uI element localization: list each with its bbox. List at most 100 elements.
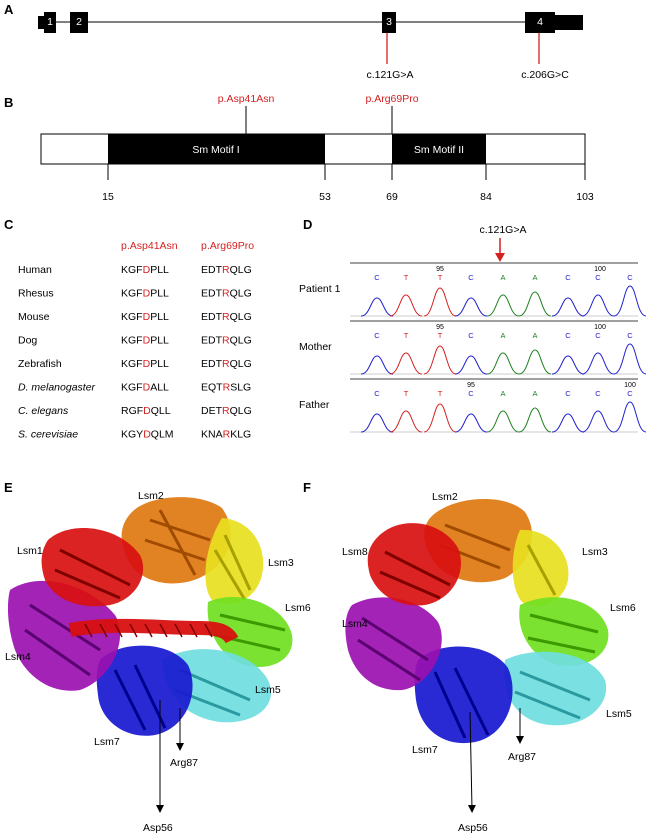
lsm3-subunit bbox=[205, 518, 264, 604]
mutated-residue: R bbox=[223, 429, 231, 441]
exon-4 bbox=[525, 12, 555, 33]
mutated-residue: R bbox=[222, 311, 230, 323]
panel-letter-c: C bbox=[4, 217, 14, 232]
f-label-asp56: Asp56 bbox=[458, 822, 488, 834]
residue-segment: EDT bbox=[201, 264, 223, 276]
exon-2 bbox=[70, 12, 88, 33]
base-call: C bbox=[627, 389, 633, 398]
e-label-lsm5: Lsm5 bbox=[255, 684, 281, 696]
exon-1-label: 1 bbox=[47, 16, 53, 28]
chromatogram-track-label: Father bbox=[299, 399, 330, 411]
species-label: D. melanogaster bbox=[18, 382, 96, 394]
residue-segment: KNA bbox=[201, 429, 223, 441]
residue-segment: ALL bbox=[150, 382, 169, 394]
chromatogram-peak bbox=[613, 401, 647, 433]
base-call: A bbox=[532, 331, 537, 340]
chromatogram-peak bbox=[423, 345, 457, 375]
residue-segment: EDT bbox=[201, 335, 223, 347]
position-100: 100 bbox=[594, 324, 606, 331]
species-label: Rhesus bbox=[18, 288, 54, 300]
lsm3-strands bbox=[213, 534, 252, 601]
e-label-lsm4: Lsm4 bbox=[5, 651, 31, 663]
residue-segment: QLG bbox=[230, 288, 252, 300]
f-lsm3-strands bbox=[526, 544, 557, 596]
base-call: A bbox=[532, 389, 537, 398]
mutated-residue: D bbox=[143, 405, 151, 417]
tick-label-84: 84 bbox=[480, 191, 492, 203]
f-lsm5-strands bbox=[514, 670, 591, 720]
residue-segment: KGY bbox=[121, 429, 143, 441]
alignment-header-2: p.Arg69Pro bbox=[201, 240, 254, 252]
base-call: C bbox=[468, 389, 474, 398]
base-call: T bbox=[438, 389, 443, 398]
chromatogram-peak bbox=[454, 355, 488, 375]
mutated-residue: D bbox=[143, 429, 151, 441]
exon-2-label: 2 bbox=[76, 16, 82, 28]
mutated-residue: R bbox=[222, 288, 230, 300]
lsm4-strands bbox=[24, 603, 101, 677]
exon-4-label: 4 bbox=[537, 16, 543, 28]
e-label-lsm3: Lsm3 bbox=[268, 557, 294, 569]
position-100: 100 bbox=[624, 382, 636, 389]
lsm1-strands bbox=[54, 548, 131, 600]
f-asp56-arrow-icon bbox=[467, 711, 476, 813]
panel-letter-d: D bbox=[303, 217, 312, 232]
variant-2-label: c.206G>C bbox=[521, 69, 569, 81]
mutated-residue: D bbox=[143, 335, 151, 347]
mutation-1-label: p.Asp41Asn bbox=[218, 93, 275, 105]
residue-segment: PLL bbox=[150, 311, 169, 323]
residue-segment: SLG bbox=[230, 382, 251, 394]
panel-e: E Lsm2 Lsm1 bbox=[4, 480, 311, 834]
mutated-residue: D bbox=[143, 288, 151, 300]
base-call: A bbox=[500, 273, 505, 282]
base-call: C bbox=[468, 273, 474, 282]
base-call: T bbox=[404, 389, 409, 398]
f-label-lsm5: Lsm5 bbox=[606, 708, 632, 720]
sm-motif-1-label: Sm Motif I bbox=[192, 144, 239, 156]
residue-segment: KGF bbox=[121, 311, 143, 323]
mutated-residue: R bbox=[222, 358, 230, 370]
chromatogram-peak bbox=[389, 294, 423, 317]
sequence-s1: KGFDPLL bbox=[121, 358, 169, 370]
f-lsm6-strands bbox=[527, 613, 599, 654]
base-call: T bbox=[438, 331, 443, 340]
sequence-s1: KGFDPLL bbox=[121, 335, 169, 347]
variant-1-label: c.121G>A bbox=[367, 69, 414, 81]
base-call: C bbox=[468, 331, 474, 340]
base-call: C bbox=[627, 273, 633, 282]
residue-segment: RGF bbox=[121, 405, 143, 417]
f-lsm8-strands bbox=[379, 550, 451, 600]
f-label-lsm4: Lsm4 bbox=[342, 618, 368, 630]
base-call: A bbox=[500, 331, 505, 340]
mutated-residue: R bbox=[222, 405, 230, 417]
residue-segment: KLG bbox=[230, 429, 251, 441]
e-label-arg87: Arg87 bbox=[170, 757, 198, 769]
f-label-lsm6: Lsm6 bbox=[610, 602, 636, 614]
tick-label-15: 15 bbox=[102, 191, 114, 203]
chromatogram-peak bbox=[581, 410, 615, 433]
chromatogram-track-label: Patient 1 bbox=[299, 283, 341, 295]
panel-c: C p.Asp41Asn p.Arg69Pro Human KGFDPLL EDTR… bbox=[4, 217, 254, 441]
base-call: C bbox=[374, 273, 380, 282]
position-95: 95 bbox=[436, 324, 444, 331]
chromatogram-track-label: Mother bbox=[299, 341, 332, 353]
sequence-s1: KGFDPLL bbox=[121, 264, 169, 276]
mutated-residue: R bbox=[222, 335, 230, 347]
chromatogram-peak bbox=[581, 294, 615, 317]
residue-segment: EDT bbox=[201, 311, 223, 323]
sequence-s2: EDTRQLG bbox=[201, 288, 252, 300]
base-call: T bbox=[438, 273, 443, 282]
mutated-residue: D bbox=[143, 264, 151, 276]
chromatogram-peak bbox=[551, 297, 585, 317]
panel-b: B p.Asp41Asn p.Arg69Pro Sm Motif I Sm Mo… bbox=[4, 93, 594, 203]
residue-segment: KGF bbox=[121, 264, 143, 276]
panel-letter-f: F bbox=[303, 480, 311, 495]
mutated-residue: D bbox=[143, 358, 151, 370]
chromatogram-peak bbox=[454, 413, 488, 433]
sequence-s1: KGFDPLL bbox=[121, 288, 169, 300]
f-lsm7-strands bbox=[433, 667, 490, 739]
residue-segment: DET bbox=[201, 405, 223, 417]
residue-segment: QLG bbox=[230, 264, 252, 276]
lsm1-7-ring-structure bbox=[7, 497, 293, 736]
